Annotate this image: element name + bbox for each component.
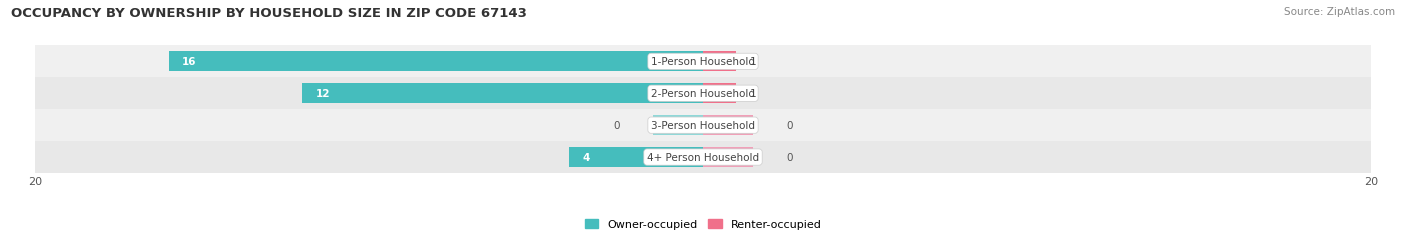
Text: 1: 1 (749, 89, 756, 99)
Text: 0: 0 (786, 121, 793, 131)
Text: 4+ Person Household: 4+ Person Household (647, 152, 759, 162)
Bar (703, 148, 754, 167)
Bar (35, 78, 1371, 110)
Bar (35, 110, 1371, 141)
Legend: Owner-occupied, Renter-occupied: Owner-occupied, Renter-occupied (581, 215, 825, 231)
Text: 1-Person Household: 1-Person Household (651, 57, 755, 67)
Text: 16: 16 (181, 57, 197, 67)
Bar (652, 116, 703, 135)
Text: 0: 0 (786, 152, 793, 162)
Bar (703, 84, 737, 104)
Text: OCCUPANCY BY OWNERSHIP BY HOUSEHOLD SIZE IN ZIP CODE 67143: OCCUPANCY BY OWNERSHIP BY HOUSEHOLD SIZE… (11, 7, 527, 20)
Text: Source: ZipAtlas.com: Source: ZipAtlas.com (1284, 7, 1395, 17)
Bar (569, 148, 703, 167)
Text: 2-Person Household: 2-Person Household (651, 89, 755, 99)
Bar (169, 52, 703, 72)
Text: 0: 0 (613, 121, 620, 131)
Bar (35, 141, 1371, 173)
Bar (703, 52, 737, 72)
Text: 4: 4 (582, 152, 591, 162)
Bar (703, 116, 754, 135)
Bar (35, 46, 1371, 78)
Text: 3-Person Household: 3-Person Household (651, 121, 755, 131)
Bar (302, 84, 703, 104)
Text: 12: 12 (315, 89, 330, 99)
Text: 1: 1 (749, 57, 756, 67)
